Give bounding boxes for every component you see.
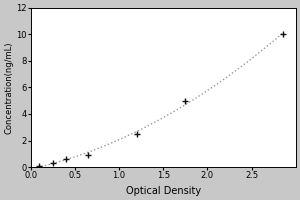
X-axis label: Optical Density: Optical Density (126, 186, 201, 196)
Y-axis label: Concentration(ng/mL): Concentration(ng/mL) (4, 41, 13, 134)
